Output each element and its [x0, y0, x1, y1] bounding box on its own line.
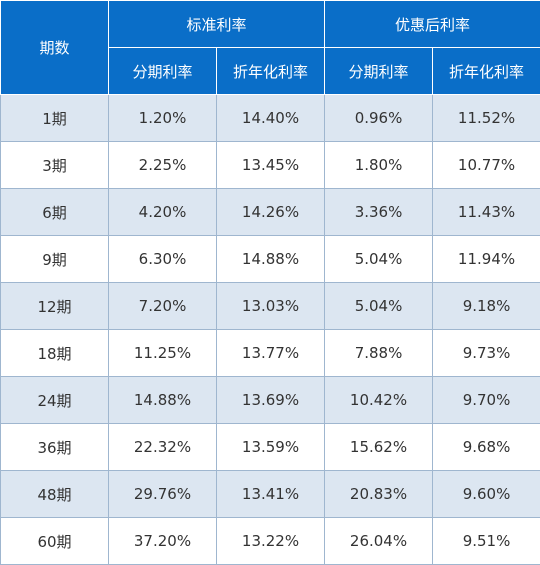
cell-period: 3期 [1, 142, 109, 189]
cell-standard-installment-rate: 11.25% [109, 330, 217, 377]
cell-discount-installment-rate: 1.80% [325, 142, 433, 189]
cell-standard-annualized-rate: 13.22% [217, 518, 325, 565]
cell-period: 12期 [1, 283, 109, 330]
cell-discount-installment-rate: 3.36% [325, 189, 433, 236]
cell-discount-installment-rate: 5.04% [325, 236, 433, 283]
cell-standard-annualized-rate: 13.77% [217, 330, 325, 377]
cell-standard-annualized-rate: 13.69% [217, 377, 325, 424]
cell-discount-annualized-rate: 11.94% [433, 236, 540, 283]
cell-discount-installment-rate: 5.04% [325, 283, 433, 330]
cell-period: 1期 [1, 95, 109, 142]
cell-period: 18期 [1, 330, 109, 377]
header-standard-installment-rate: 分期利率 [109, 48, 217, 95]
cell-period: 9期 [1, 236, 109, 283]
cell-discount-installment-rate: 26.04% [325, 518, 433, 565]
cell-standard-annualized-rate: 14.88% [217, 236, 325, 283]
header-discount-rate: 优惠后利率 [325, 1, 540, 48]
cell-standard-installment-rate: 7.20% [109, 283, 217, 330]
cell-discount-installment-rate: 20.83% [325, 471, 433, 518]
cell-standard-annualized-rate: 13.41% [217, 471, 325, 518]
cell-discount-annualized-rate: 9.70% [433, 377, 540, 424]
cell-standard-annualized-rate: 13.45% [217, 142, 325, 189]
header-standard-rate: 标准利率 [109, 1, 325, 48]
cell-period: 24期 [1, 377, 109, 424]
cell-standard-installment-rate: 2.25% [109, 142, 217, 189]
cell-discount-annualized-rate: 11.43% [433, 189, 540, 236]
cell-standard-installment-rate: 14.88% [109, 377, 217, 424]
header-discount-annualized-rate: 折年化利率 [433, 48, 540, 95]
cell-discount-annualized-rate: 9.51% [433, 518, 540, 565]
cell-standard-annualized-rate: 14.26% [217, 189, 325, 236]
table-header: 期数 标准利率 优惠后利率 分期利率 折年化利率 分期利率 折年化利率 [1, 1, 540, 95]
cell-period: 36期 [1, 424, 109, 471]
cell-standard-installment-rate: 4.20% [109, 189, 217, 236]
header-period: 期数 [1, 1, 109, 95]
cell-discount-annualized-rate: 9.68% [433, 424, 540, 471]
cell-period: 48期 [1, 471, 109, 518]
cell-standard-annualized-rate: 13.03% [217, 283, 325, 330]
cell-standard-installment-rate: 37.20% [109, 518, 217, 565]
cell-discount-installment-rate: 15.62% [325, 424, 433, 471]
cell-standard-annualized-rate: 14.40% [217, 95, 325, 142]
cell-discount-installment-rate: 0.96% [325, 95, 433, 142]
cell-standard-installment-rate: 22.32% [109, 424, 217, 471]
cell-discount-installment-rate: 7.88% [325, 330, 433, 377]
cell-discount-annualized-rate: 10.77% [433, 142, 540, 189]
cell-period: 6期 [1, 189, 109, 236]
header-row-groups: 期数 标准利率 优惠后利率 [1, 1, 540, 48]
cell-standard-annualized-rate: 13.59% [217, 424, 325, 471]
cell-discount-annualized-rate: 9.18% [433, 283, 540, 330]
cell-period: 60期 [1, 518, 109, 565]
cell-standard-installment-rate: 1.20% [109, 95, 217, 142]
cell-standard-installment-rate: 6.30% [109, 236, 217, 283]
cell-discount-annualized-rate: 11.52% [433, 95, 540, 142]
cell-standard-installment-rate: 29.76% [109, 471, 217, 518]
header-standard-annualized-rate: 折年化利率 [217, 48, 325, 95]
cell-discount-annualized-rate: 9.73% [433, 330, 540, 377]
cell-discount-installment-rate: 10.42% [325, 377, 433, 424]
header-discount-installment-rate: 分期利率 [325, 48, 433, 95]
cell-discount-annualized-rate: 9.60% [433, 471, 540, 518]
